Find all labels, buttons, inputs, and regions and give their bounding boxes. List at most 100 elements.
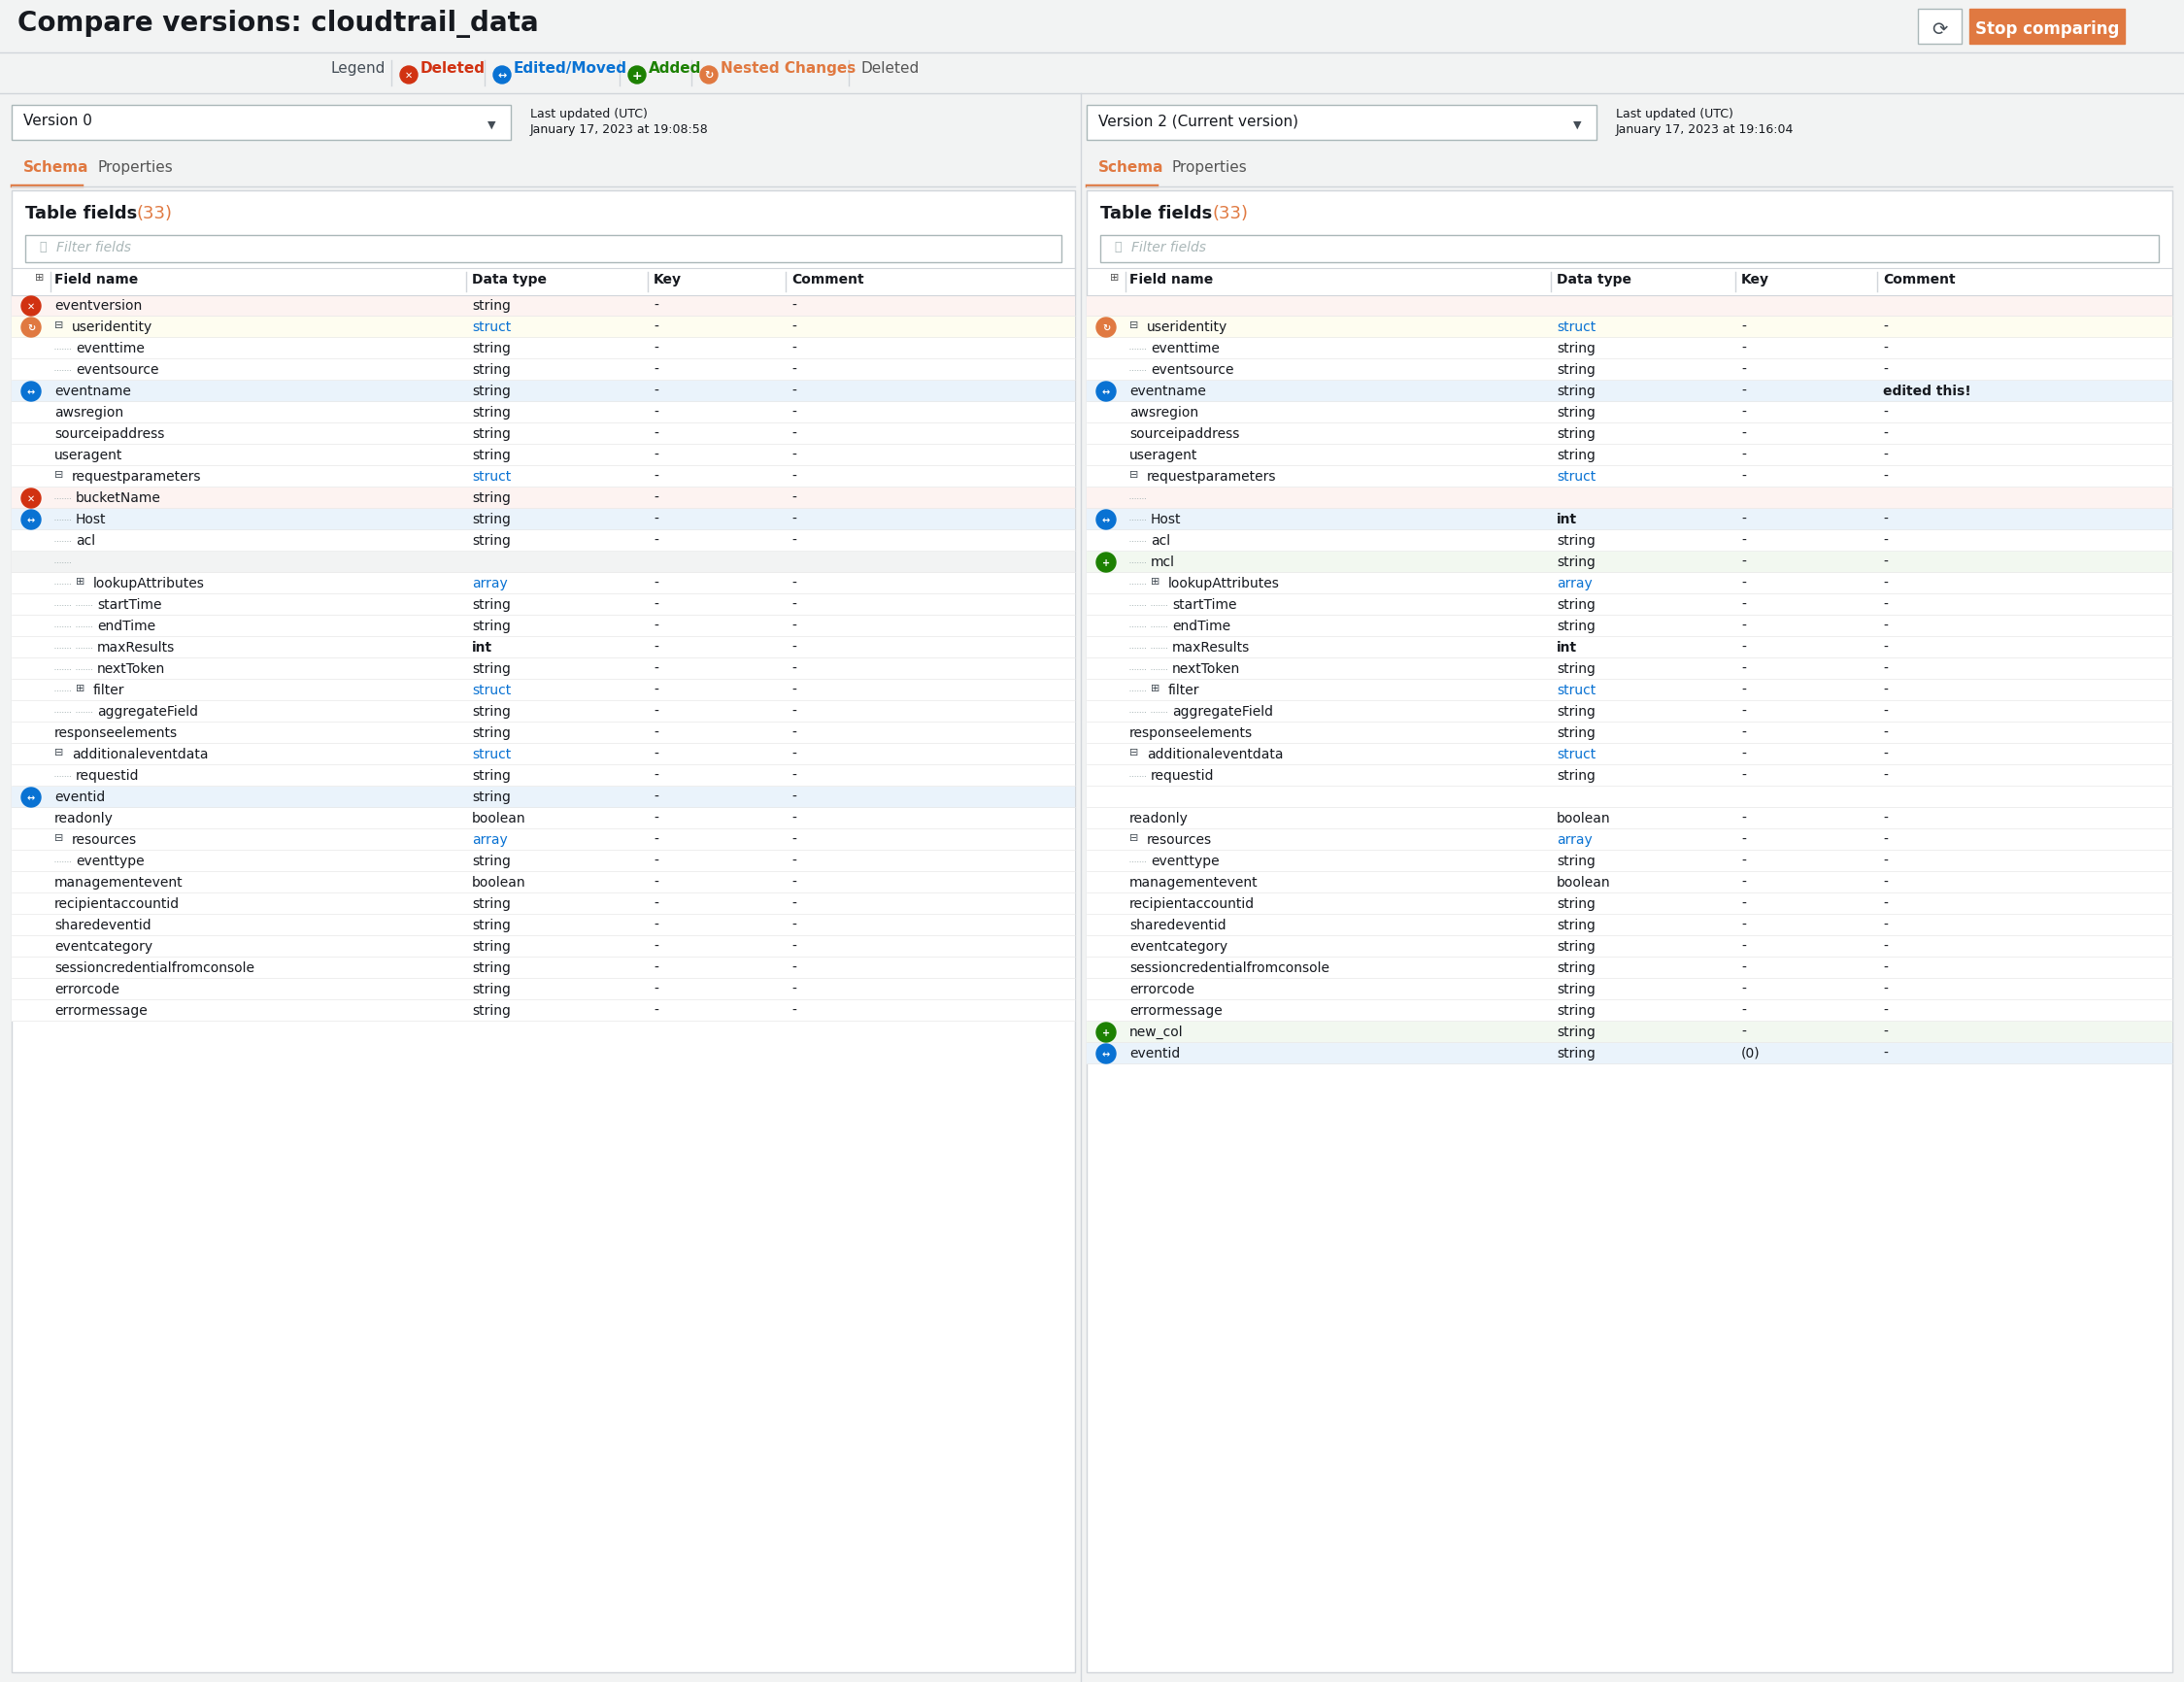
Text: managementevent: managementevent [55, 875, 183, 890]
Text: -: - [791, 491, 797, 505]
Text: string: string [472, 513, 511, 526]
Text: -: - [1741, 727, 1745, 740]
Text: -: - [1741, 918, 1745, 932]
Text: -: - [653, 897, 657, 910]
Text: -: - [1741, 363, 1745, 377]
Text: string: string [1557, 663, 1594, 676]
Text: -: - [653, 769, 657, 782]
Text: Table fields: Table fields [1101, 205, 1219, 222]
Text: -: - [1741, 533, 1745, 547]
Bar [11, 809, 1075, 829]
Text: boolean: boolean [472, 875, 526, 890]
Bar [11, 488, 1075, 510]
Text: -: - [1883, 875, 1887, 890]
Bar [1088, 959, 2173, 979]
Text: ⊟: ⊟ [55, 747, 63, 757]
Text: Compare versions: cloudtrail_data: Compare versions: cloudtrail_data [17, 10, 539, 39]
Text: -: - [791, 940, 797, 954]
Bar [11, 595, 1075, 616]
Text: -: - [1883, 577, 1887, 590]
Text: -: - [1883, 960, 1887, 974]
Bar [0, 0, 2184, 54]
Text: -: - [653, 427, 657, 441]
Text: Schema: Schema [24, 160, 90, 175]
Text: ✕: ✕ [404, 71, 413, 81]
Text: errormessage: errormessage [55, 1004, 146, 1018]
Text: -: - [791, 960, 797, 974]
Text: -: - [653, 641, 657, 654]
Text: string: string [472, 299, 511, 313]
Circle shape [1096, 1023, 1116, 1043]
Text: aggregateField: aggregateField [96, 705, 199, 718]
Text: ↻: ↻ [26, 323, 35, 333]
Text: Table fields: Table fields [26, 205, 144, 222]
Text: string: string [1557, 705, 1594, 718]
Circle shape [1096, 511, 1116, 530]
Text: Last updated (UTC): Last updated (UTC) [531, 108, 649, 121]
Text: -: - [653, 918, 657, 932]
Text: ↔: ↔ [26, 387, 35, 397]
Text: -: - [653, 875, 657, 890]
Text: Version 2 (Current version): Version 2 (Current version) [1099, 114, 1297, 128]
Bar [1088, 1043, 2173, 1065]
Text: ↔: ↔ [498, 71, 507, 81]
Text: string: string [1557, 918, 1594, 932]
Text: -: - [653, 982, 657, 996]
Text: resources: resources [72, 833, 138, 846]
Text: ✕: ✕ [26, 301, 35, 311]
Bar [1088, 360, 2173, 382]
Bar [1088, 296, 2173, 318]
Text: requestid: requestid [76, 769, 140, 782]
Text: -: - [1741, 555, 1745, 569]
Text: string: string [472, 897, 511, 910]
Text: endTime: endTime [1173, 619, 1230, 632]
Text: string: string [1557, 897, 1594, 910]
Bar [11, 659, 1075, 681]
Text: string: string [1557, 405, 1594, 419]
Text: boolean: boolean [472, 811, 526, 824]
Text: -: - [1883, 769, 1887, 782]
Bar [11, 959, 1075, 979]
Bar [11, 616, 1075, 637]
Text: -: - [1741, 663, 1745, 676]
Text: awsregion: awsregion [55, 405, 124, 419]
Bar [11, 338, 1075, 360]
Text: -: - [791, 705, 797, 718]
Text: 🔍: 🔍 [39, 241, 46, 254]
Text: -: - [653, 577, 657, 590]
Text: ↻: ↻ [705, 71, 714, 81]
Text: -: - [1883, 854, 1887, 868]
Text: Filter fields: Filter fields [1131, 241, 1206, 254]
Text: +: + [631, 69, 642, 82]
Bar [1088, 595, 2173, 616]
Text: -: - [1883, 469, 1887, 483]
Text: Filter fields: Filter fields [57, 241, 131, 254]
Text: string: string [1557, 427, 1594, 441]
Text: struct: struct [1557, 320, 1597, 333]
Text: awsregion: awsregion [1129, 405, 1199, 419]
Text: January 17, 2023 at 19:16:04: January 17, 2023 at 19:16:04 [1616, 123, 1793, 136]
Bar [1088, 424, 2173, 446]
Text: int: int [1557, 513, 1577, 526]
Text: string: string [1557, 727, 1594, 740]
Bar [11, 765, 1075, 787]
Bar [1970, 10, 2125, 45]
Bar [11, 382, 1075, 402]
Text: ↔: ↔ [26, 792, 35, 802]
Text: acl: acl [1151, 533, 1171, 547]
Text: string: string [472, 705, 511, 718]
Text: -: - [1741, 469, 1745, 483]
Circle shape [400, 67, 417, 84]
Text: array: array [472, 577, 507, 590]
Text: -: - [653, 533, 657, 547]
Text: additionaleventdata: additionaleventdata [1147, 747, 1284, 760]
Text: resources: resources [1147, 833, 1212, 846]
Bar [11, 296, 1075, 318]
Text: string: string [1557, 555, 1594, 569]
Bar [1088, 532, 2173, 552]
Text: Key: Key [1741, 272, 1769, 286]
Text: ⊟: ⊟ [55, 469, 63, 479]
Text: -: - [791, 811, 797, 824]
Circle shape [494, 67, 511, 84]
Text: readonly: readonly [1129, 811, 1188, 824]
